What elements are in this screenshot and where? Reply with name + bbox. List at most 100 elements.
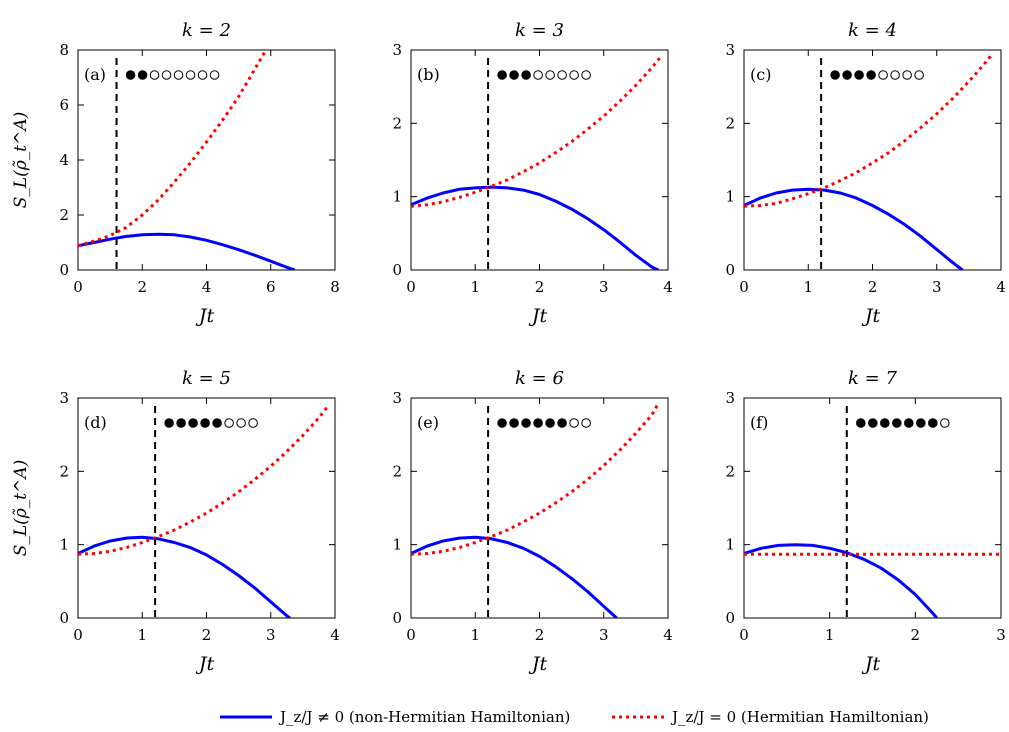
x-axis-label: Jt bbox=[195, 653, 215, 675]
panel-title: k = 4 bbox=[848, 20, 897, 41]
empty-site-dot bbox=[878, 70, 888, 80]
panel-title: k = 3 bbox=[515, 20, 564, 41]
panel-letter: (c) bbox=[750, 65, 771, 84]
x-tick-label: 0 bbox=[739, 278, 749, 296]
panel-letter: (a) bbox=[84, 65, 106, 84]
empty-site-dot bbox=[914, 70, 924, 80]
occupied-site-dot bbox=[176, 418, 186, 428]
non-hermitian-series-line bbox=[78, 535, 291, 618]
hermitian-series-line bbox=[744, 54, 993, 208]
y-tick-label: 0 bbox=[392, 261, 402, 279]
x-tick-label: 3 bbox=[932, 278, 942, 296]
panel-5: k = 6 0 1 2 3 4 0 1 2 3 Jt (e) bbox=[392, 368, 672, 675]
panel-title: k = 7 bbox=[848, 368, 897, 389]
empty-site-dot bbox=[209, 70, 220, 80]
y-tick-label: 1 bbox=[725, 536, 735, 554]
x-tick-label: 0 bbox=[73, 626, 83, 644]
occupied-site-dot bbox=[509, 70, 519, 80]
x-tick-label: 2 bbox=[535, 278, 545, 296]
x-tick-label: 4 bbox=[663, 278, 673, 296]
y-tick-label: 3 bbox=[392, 389, 402, 407]
y-tick-label: 8 bbox=[59, 41, 69, 59]
occupied-site-dot bbox=[892, 418, 902, 428]
y-tick-label: 4 bbox=[59, 151, 69, 169]
x-tick-label: 0 bbox=[406, 278, 416, 296]
y-tick-label: 2 bbox=[725, 462, 735, 480]
empty-site-dot bbox=[581, 418, 591, 428]
hermitian-series-line bbox=[78, 404, 330, 556]
occupied-site-dot bbox=[545, 418, 555, 428]
panel-4: k = 5 0 1 2 3 4 0 1 2 3 Jt S_L(ρ̃_t^A) (d) bbox=[11, 368, 340, 675]
panel-title: k = 5 bbox=[182, 368, 231, 389]
x-axis-label: Jt bbox=[528, 653, 548, 675]
y-tick-label: 0 bbox=[59, 261, 69, 279]
y-tick-label: 2 bbox=[392, 114, 402, 132]
x-tick-label: 4 bbox=[663, 626, 673, 644]
occupied-site-dot bbox=[830, 70, 840, 80]
x-tick-label: 2 bbox=[911, 626, 921, 644]
y-axis-label: S_L(ρ̃_t^A) bbox=[11, 112, 31, 209]
panel-letter: (d) bbox=[84, 413, 107, 432]
panel-title: k = 2 bbox=[182, 20, 231, 41]
axes-frame bbox=[77, 397, 336, 619]
occupied-site-dot bbox=[904, 418, 914, 428]
occupied-site-dot bbox=[509, 418, 519, 428]
x-tick-label: 4 bbox=[996, 278, 1006, 296]
panel-3: k = 4 0 1 2 3 4 0 1 2 3 Jt (c) bbox=[725, 20, 1005, 327]
non-hermitian-series-line bbox=[411, 535, 618, 618]
y-tick-label: 2 bbox=[59, 462, 69, 480]
occupied-site-dot bbox=[164, 418, 174, 428]
occupied-site-dot bbox=[916, 418, 926, 428]
occupied-site-dot bbox=[497, 70, 507, 80]
legend-label-hermitian: J_z/J = 0 (Hermitian Hamiltonian) bbox=[670, 708, 929, 726]
legend: J_z/J ≠ 0 (non-Hermitian Hamiltonian) J_… bbox=[220, 708, 929, 726]
x-tick-label: 6 bbox=[266, 278, 276, 296]
occupied-site-dot bbox=[866, 70, 876, 80]
y-tick-label: 1 bbox=[392, 188, 402, 206]
non-hermitian-series-line bbox=[78, 232, 296, 270]
y-tick-label: 2 bbox=[59, 206, 69, 224]
non-hermitian-series-line bbox=[411, 185, 660, 270]
empty-site-dot bbox=[545, 70, 555, 80]
empty-site-dot bbox=[236, 418, 246, 428]
y-tick-label: 0 bbox=[725, 261, 735, 279]
x-tick-label: 1 bbox=[470, 626, 480, 644]
empty-site-dot bbox=[940, 418, 950, 428]
occupied-site-dot bbox=[842, 70, 852, 80]
x-tick-label: 3 bbox=[599, 626, 609, 644]
empty-site-dot bbox=[197, 70, 208, 80]
panel-1: k = 2 0 2 4 6 8 0 2 4 6 8 Jt S_L(ρ̃_t^A) (a) bbox=[11, 20, 340, 327]
occupied-site-dot bbox=[125, 70, 136, 80]
x-tick-label: 1 bbox=[803, 278, 813, 296]
hermitian-series-line bbox=[78, 50, 268, 248]
y-tick-label: 2 bbox=[392, 462, 402, 480]
empty-site-dot bbox=[569, 418, 579, 428]
non-hermitian-series-line bbox=[744, 187, 964, 270]
y-tick-label: 0 bbox=[392, 609, 402, 627]
x-tick-label: 0 bbox=[73, 278, 83, 296]
occupied-site-dot bbox=[856, 418, 866, 428]
empty-site-dot bbox=[161, 70, 172, 80]
panels: k = 2 0 2 4 6 8 0 2 4 6 8 Jt S_L(ρ̃_t^A) (a) k = 3 0 1 2 3… bbox=[11, 20, 1006, 675]
hermitian-series-line bbox=[411, 54, 663, 208]
panel-2: k = 3 0 1 2 3 4 0 1 2 3 Jt (b) bbox=[392, 20, 672, 327]
y-axis-label: S_L(ρ̃_t^A) bbox=[11, 460, 31, 557]
x-axis-label: Jt bbox=[861, 653, 881, 675]
panel-letter: (b) bbox=[417, 65, 440, 84]
x-tick-label: 8 bbox=[330, 278, 340, 296]
x-tick-label: 0 bbox=[739, 626, 749, 644]
occupied-site-dot bbox=[521, 418, 531, 428]
y-tick-label: 1 bbox=[59, 536, 69, 554]
x-tick-label: 0 bbox=[406, 626, 416, 644]
y-tick-label: 3 bbox=[725, 389, 735, 407]
empty-site-dot bbox=[557, 70, 567, 80]
empty-site-dot bbox=[581, 70, 591, 80]
empty-site-dot bbox=[890, 70, 900, 80]
occupied-site-dot bbox=[533, 418, 543, 428]
empty-site-dot bbox=[149, 70, 160, 80]
x-tick-label: 1 bbox=[470, 278, 480, 296]
y-tick-label: 3 bbox=[59, 389, 69, 407]
panel-title: k = 6 bbox=[515, 368, 564, 389]
y-tick-label: 3 bbox=[392, 41, 402, 59]
x-tick-label: 2 bbox=[137, 278, 147, 296]
